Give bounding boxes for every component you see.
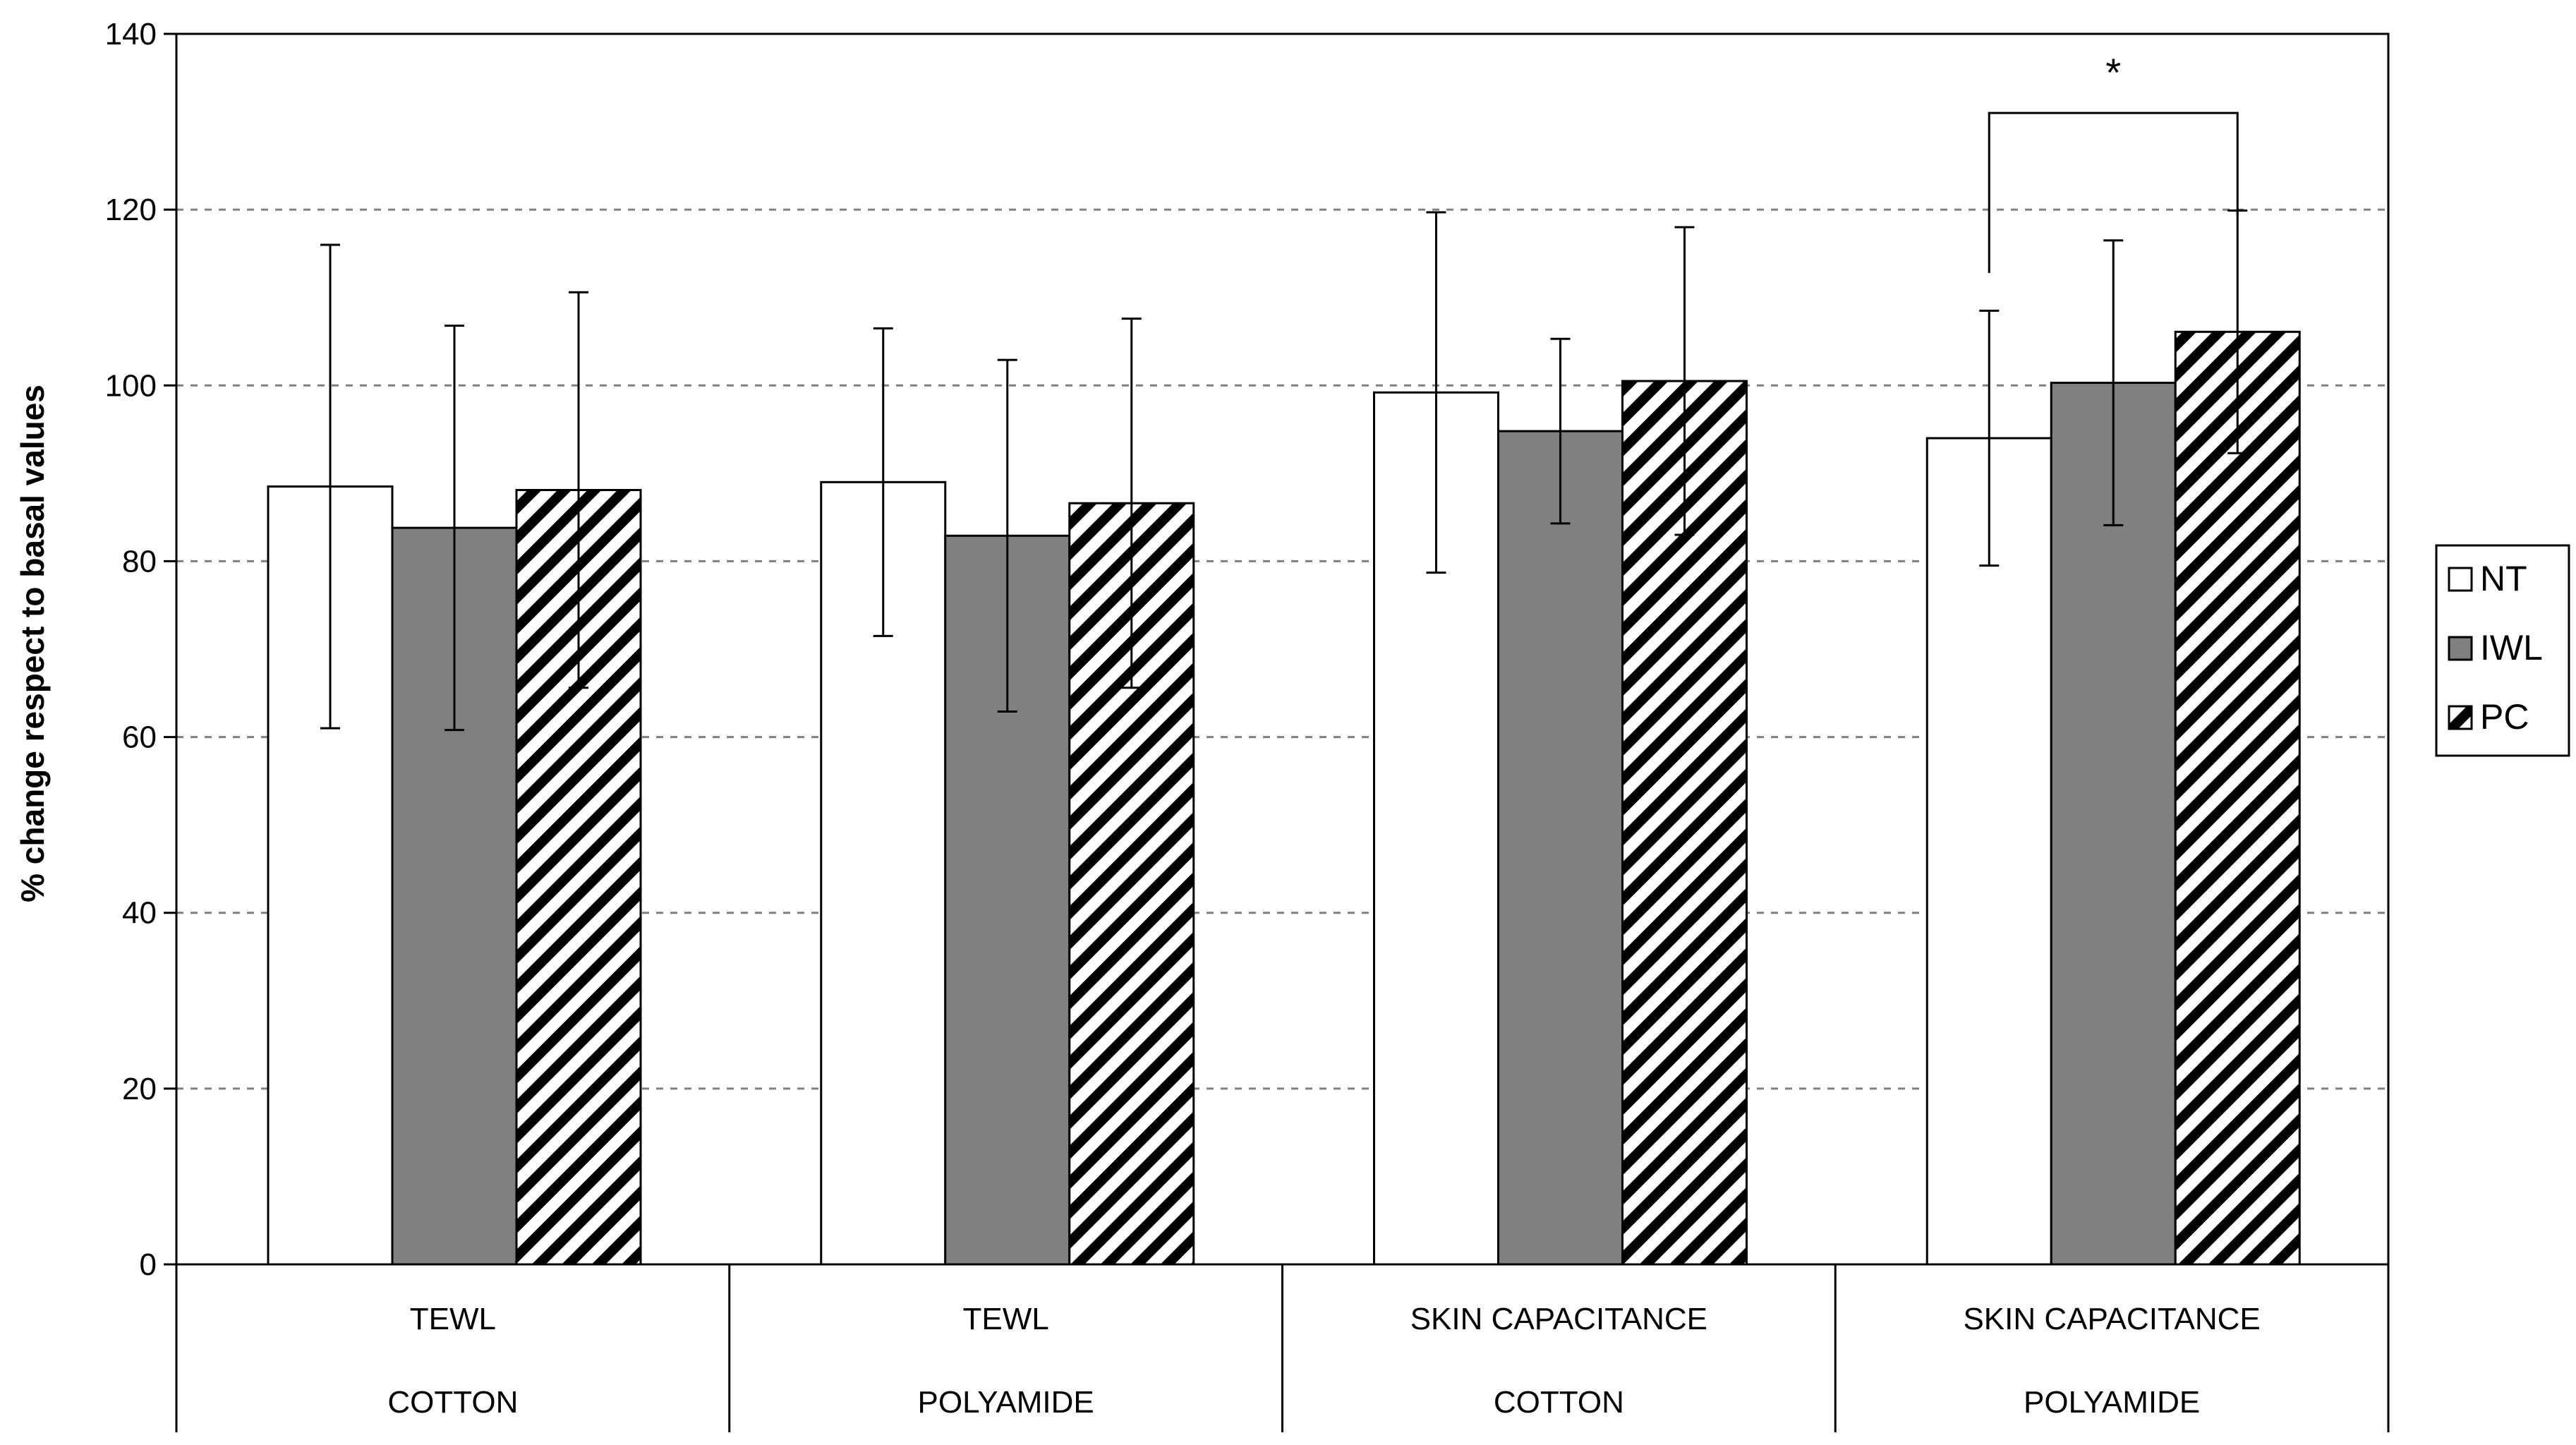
category-label-measure: TEWL: [410, 1302, 496, 1336]
significance-star: *: [2105, 50, 2121, 95]
bar-iwl: [1497, 430, 1623, 1266]
bar-nt: [1925, 437, 2052, 1266]
category-label-measure: SKIN CAPACITANCE: [1410, 1302, 1707, 1336]
category-label-fabric: COTTON: [1494, 1385, 1624, 1420]
y-tick-label: 40: [122, 896, 157, 931]
y-tick-label: 60: [122, 720, 157, 755]
legend-swatch-pc: [2448, 705, 2473, 730]
category-label-measure: SKIN CAPACITANCE: [1963, 1302, 2260, 1336]
error-bars: [320, 209, 2248, 732]
category-label-fabric: POLYAMIDE: [2024, 1385, 2200, 1420]
y-tick-label: 0: [140, 1247, 157, 1282]
category-label-fabric: POLYAMIDE: [918, 1385, 1094, 1420]
y-axis-label: % change respect to basal values: [14, 385, 51, 902]
bar-pc: [2174, 330, 2301, 1266]
y-tick-label: 120: [105, 193, 157, 227]
significance-annotation: *: [1988, 50, 2239, 273]
legend-label-pc: PC: [2480, 697, 2529, 737]
legend-label-nt: NT: [2480, 559, 2527, 598]
category-label-measure: TEWL: [963, 1302, 1049, 1336]
y-tick-label: 20: [122, 1072, 157, 1106]
y-tick-label: 100: [105, 368, 157, 403]
legend-swatch-iwl: [2448, 636, 2473, 661]
axes: 0 20 40 60 80 100 120 140 TEWL COTTON TEWL POLYAMID…: [105, 17, 2390, 1432]
legend-swatch-nt: [2448, 567, 2473, 592]
category-label-fabric: COTTON: [387, 1385, 518, 1420]
y-tick-label: 80: [122, 544, 157, 579]
y-tick-label: 140: [105, 17, 157, 52]
bar-iwl: [2050, 382, 2177, 1266]
legend-label-iwl: IWL: [2480, 628, 2543, 667]
bars: [267, 330, 2301, 1266]
legend: NT IWL PC: [2435, 544, 2570, 757]
significance-bracket: [1988, 111, 2239, 273]
